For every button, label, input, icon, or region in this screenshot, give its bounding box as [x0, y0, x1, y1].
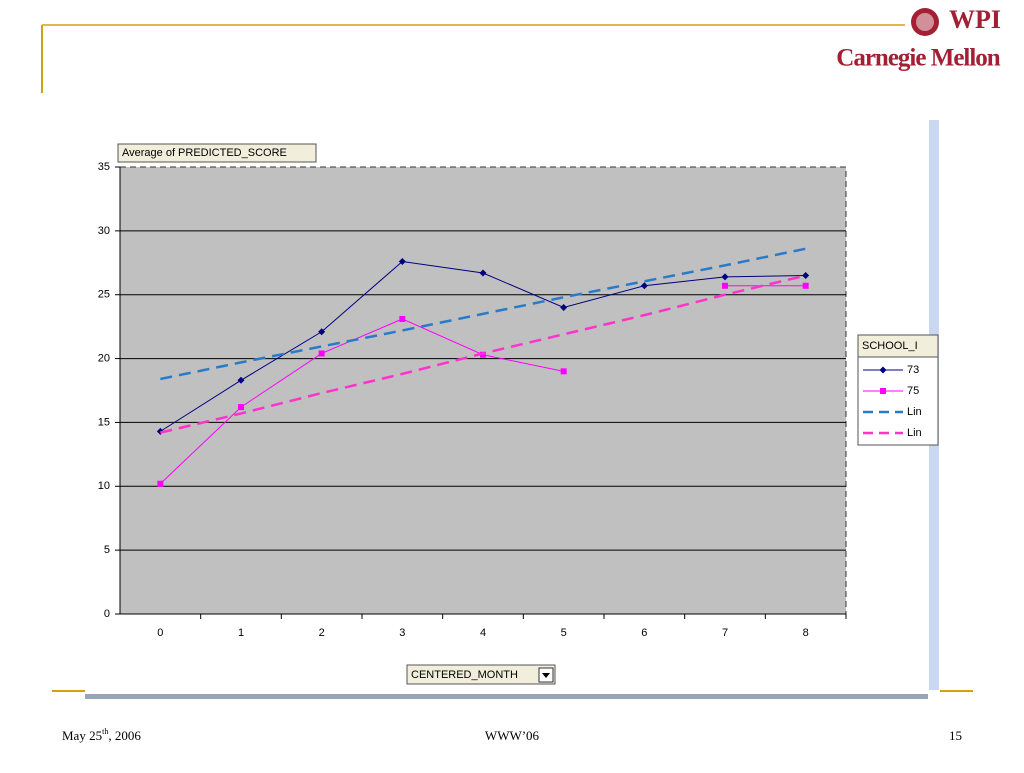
logo-seal: [916, 13, 934, 31]
y-tick-label: 10: [98, 480, 110, 492]
field-button[interactable]: [117, 143, 317, 163]
footer-date: , 2006: [108, 728, 141, 743]
legend-label: Lin: [907, 427, 922, 439]
field-button[interactable]: [406, 664, 556, 685]
footer-date: th: [102, 727, 108, 736]
point: [237, 376, 245, 384]
legend-marker: [879, 366, 887, 374]
point: [238, 404, 244, 411]
plot-border: [120, 166, 847, 614]
y-tick-label: 5: [104, 544, 110, 556]
point: [318, 328, 326, 336]
y-tick-label: 15: [98, 416, 110, 428]
scrollbar: [85, 694, 928, 699]
legend-label: 75: [907, 385, 919, 397]
x-tick-label: 2: [319, 627, 325, 639]
logo-cmu: Carnegie Mellon: [836, 45, 1001, 72]
y-tick-label: 30: [98, 225, 110, 237]
point: [640, 282, 648, 290]
x-axis-label: CENTERED_MONTH: [411, 669, 518, 681]
series-line: [159, 285, 806, 485]
footer-center: WWW’06: [485, 728, 540, 743]
x-tick-label: 1: [238, 627, 244, 639]
y-tick-label: 0: [104, 608, 110, 620]
y-tick-label: 35: [98, 161, 110, 173]
trend-line: [160, 274, 806, 434]
x-tick-label: 6: [641, 627, 647, 639]
legend-title: SCHOOL_I: [862, 340, 918, 352]
legend-marker: [880, 388, 886, 394]
point: [398, 258, 406, 266]
x-tick-label: 8: [803, 627, 809, 639]
point: [721, 273, 729, 281]
x-tick-label: 5: [561, 627, 567, 639]
footer-date: May 25: [62, 728, 102, 743]
page-number: 15: [949, 728, 962, 743]
dropdown-arrow: [542, 673, 550, 678]
footer-date: May 25th, 2006: [62, 727, 141, 743]
point: [802, 282, 809, 289]
legend-label: 73: [907, 364, 919, 376]
trend-line: [160, 247, 806, 381]
x-tick-label: 3: [399, 627, 405, 639]
legend-label: Lin: [907, 406, 922, 418]
logo-wpi: WPI: [949, 5, 1001, 34]
y-tick-label: 25: [98, 289, 110, 301]
plot-area: [120, 167, 846, 614]
point: [560, 368, 567, 375]
point: [399, 315, 406, 322]
point: [479, 269, 487, 277]
x-tick-label: 7: [722, 627, 728, 639]
point: [802, 272, 810, 280]
point: [318, 350, 325, 357]
legend-header: [857, 334, 939, 358]
y-tick-label: 20: [98, 352, 110, 364]
x-tick-label: 4: [480, 627, 486, 639]
point: [722, 282, 728, 289]
y-axis-label: Average of PREDICTED_SCORE: [122, 147, 287, 159]
point: [560, 303, 568, 311]
point: [157, 480, 164, 487]
x-tick-label: 0: [157, 627, 163, 639]
